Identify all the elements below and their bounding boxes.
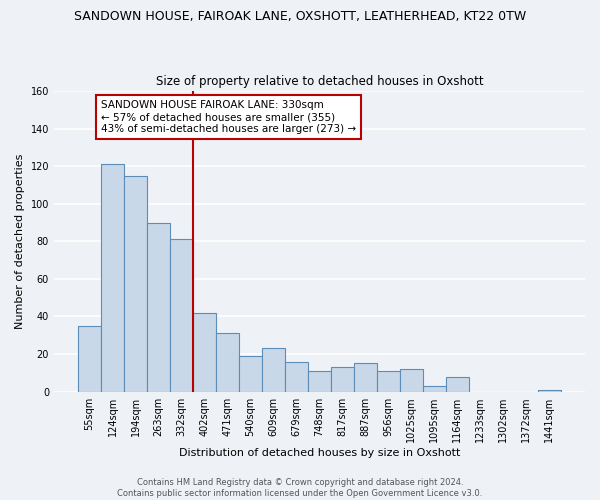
Bar (239, 356, 262, 392)
Title: Size of property relative to detached houses in Oxshott: Size of property relative to detached ho… (155, 76, 483, 88)
Bar (78, 326, 101, 392)
Text: Contains HM Land Registry data © Crown copyright and database right 2024.
Contai: Contains HM Land Registry data © Crown c… (118, 478, 482, 498)
Bar (262, 348, 285, 392)
Bar (147, 222, 170, 392)
Bar (400, 369, 423, 392)
Bar (101, 164, 124, 392)
Bar (285, 362, 308, 392)
Bar (124, 176, 147, 392)
Bar (216, 334, 239, 392)
Bar (538, 390, 561, 392)
Bar (193, 312, 216, 392)
X-axis label: Distribution of detached houses by size in Oxshott: Distribution of detached houses by size … (179, 448, 460, 458)
Text: SANDOWN HOUSE FAIROAK LANE: 330sqm
← 57% of detached houses are smaller (355)
43: SANDOWN HOUSE FAIROAK LANE: 330sqm ← 57%… (101, 100, 356, 134)
Bar (170, 240, 193, 392)
Y-axis label: Number of detached properties: Number of detached properties (15, 154, 25, 329)
Bar (423, 386, 446, 392)
Bar (331, 367, 354, 392)
Text: SANDOWN HOUSE, FAIROAK LANE, OXSHOTT, LEATHERHEAD, KT22 0TW: SANDOWN HOUSE, FAIROAK LANE, OXSHOTT, LE… (74, 10, 526, 23)
Bar (377, 371, 400, 392)
Bar (446, 376, 469, 392)
Bar (308, 371, 331, 392)
Bar (354, 364, 377, 392)
